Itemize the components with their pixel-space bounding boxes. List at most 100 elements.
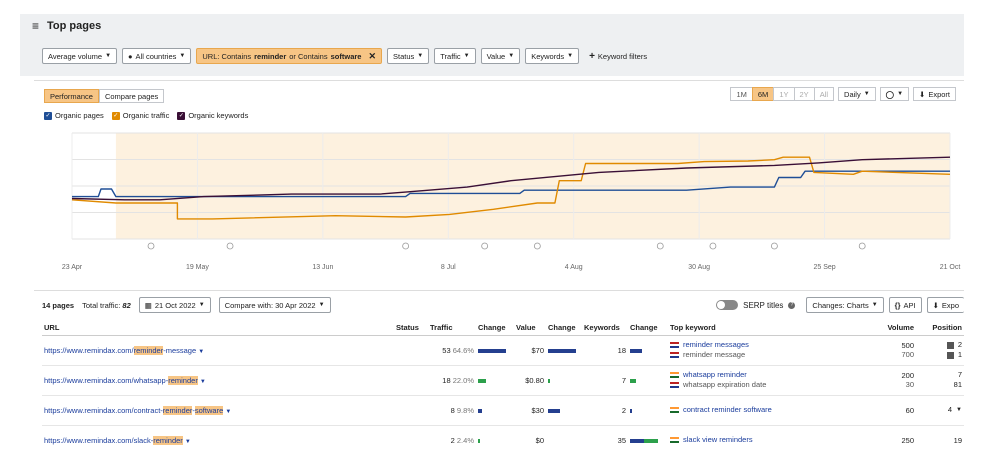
chevron-down-icon: ▼ (179, 53, 186, 59)
legend-organic-traffic[interactable]: ✓ Organic traffic (111, 111, 170, 120)
annotation-marker[interactable] (656, 242, 664, 250)
keywords-change (628, 335, 668, 366)
annotation-marker[interactable] (481, 242, 489, 250)
top-keyword[interactable]: slack view reminders (670, 435, 866, 445)
top-keyword[interactable]: whatsapp reminder (670, 370, 866, 380)
keywords-cell[interactable]: 18 (582, 335, 628, 366)
page-url[interactable]: https://www.remindax.com/reminder-messag… (42, 335, 394, 366)
col-value-change[interactable]: Change (546, 321, 582, 336)
checkbox-icon[interactable]: ✓ (44, 111, 52, 120)
x-tick-label: 25 Sep (813, 264, 835, 271)
col-url[interactable]: URL (42, 321, 394, 336)
top-keyword[interactable]: reminder messages (670, 340, 866, 350)
keywords-cell[interactable]: 2 (582, 395, 628, 426)
keyword-filters-button[interactable]: + Keyword filters (589, 50, 648, 62)
range-1m[interactable]: 1M (730, 87, 753, 101)
value-cell: $70 (514, 335, 546, 366)
position-cell: 7 81 (916, 365, 964, 396)
granularity-select[interactable]: Daily ▼ (838, 87, 876, 101)
value-change (546, 365, 582, 396)
range-6m[interactable]: 6M (751, 87, 775, 101)
close-icon[interactable]: ✕ (368, 50, 376, 61)
chevron-down-icon[interactable]: ▼ (198, 348, 205, 355)
countries-filter[interactable]: ● All countries ▼ (122, 48, 192, 64)
traffic-change (476, 395, 514, 426)
compare-select[interactable]: Compare with: 30 Apr 2022 ▼ (218, 297, 331, 313)
annotation-marker[interactable] (226, 242, 234, 250)
col-top-keyword[interactable]: Top keyword (668, 321, 868, 336)
page-url[interactable]: https://www.remindax.com/slack-reminder … (42, 425, 394, 449)
serp-feature-icon (946, 351, 954, 359)
annotation-marker[interactable] (709, 242, 717, 250)
api-button[interactable]: {} API (888, 297, 922, 313)
col-traffic-change[interactable]: Change (476, 321, 514, 336)
value-change (546, 395, 582, 426)
keywords-filter[interactable]: Keywords ▼ (525, 48, 580, 64)
in-flag-icon (670, 372, 679, 378)
table-export-button[interactable]: ⬇ Expo (926, 297, 964, 313)
chevron-down-icon[interactable]: ▼ (184, 438, 191, 445)
download-icon: ⬇ (932, 300, 939, 310)
traffic-change (476, 335, 514, 366)
legend-organic-keywords[interactable]: ✓ Organic keywords (177, 111, 249, 120)
keywords-cell[interactable]: 35 (582, 425, 628, 449)
annotation-marker[interactable] (771, 242, 778, 250)
x-tick-label: 19 May (186, 264, 209, 271)
position-cell: 19 (916, 425, 964, 449)
page-url[interactable]: https://www.remindax.com/contract-remind… (42, 395, 394, 426)
top-keyword-secondary[interactable]: reminder message (670, 350, 866, 360)
legend-organic-pages[interactable]: ✓ Organic pages (44, 111, 104, 120)
checkbox-icon[interactable]: ✓ (111, 111, 120, 120)
value-filter[interactable]: Value ▼ (480, 48, 521, 64)
date-picker[interactable]: ▦ 21 Oct 2022 ▼ (138, 297, 211, 313)
volume-cell: 60 (868, 395, 916, 426)
top-keyword-cell: whatsapp reminder whatsapp expiration da… (668, 365, 868, 396)
volume-filter[interactable]: Average volume ▼ (42, 48, 118, 64)
traffic-cell: 8 9.8% (428, 395, 476, 426)
chevron-down-icon[interactable]: ▼ (956, 407, 962, 413)
chart-legend: ✓ Organic pages ✓ Organic traffic ✓ Organic… (44, 111, 248, 120)
col-value[interactable]: Value (514, 321, 546, 336)
annotation-button[interactable]: ◯ ▼ (879, 87, 910, 101)
col-status[interactable]: Status (394, 321, 428, 336)
col-traffic[interactable]: Traffic (428, 321, 476, 336)
range-2y[interactable]: 2Y (793, 87, 815, 101)
status-filter[interactable]: Status ▼ (387, 48, 430, 64)
col-keywords-change[interactable]: Change (628, 321, 668, 336)
col-volume[interactable]: Volume (868, 321, 916, 336)
annotation-marker[interactable] (533, 242, 541, 250)
checkbox-icon[interactable]: ✓ (177, 111, 186, 120)
page-count: 14 pages (42, 300, 75, 310)
chevron-down-icon: ▼ (463, 53, 470, 59)
chevron-down-icon[interactable]: ▼ (225, 408, 232, 415)
col-position[interactable]: Position (916, 321, 964, 336)
col-keywords[interactable]: Keywords (582, 321, 628, 336)
range-all[interactable]: All (813, 87, 835, 101)
value-cell: $0 (514, 425, 546, 449)
globe-icon: ● (128, 51, 133, 61)
range-1y[interactable]: 1Y (773, 87, 795, 101)
url-filter[interactable]: URL: Contains reminder or Contains softw… (196, 48, 382, 64)
chart-export-button[interactable]: ⬇ Export (913, 87, 956, 101)
annotation-marker[interactable] (858, 242, 866, 250)
chevron-down-icon: ▼ (567, 53, 574, 59)
position-cell: 4 ▼ (916, 395, 964, 426)
tab-compare-pages[interactable]: Compare pages (98, 89, 165, 103)
hamburger-icon[interactable]: ≡ (32, 19, 40, 33)
annotation-marker[interactable] (147, 242, 155, 250)
traffic-filter[interactable]: Traffic ▼ (434, 48, 476, 64)
changes-select[interactable]: Changes: Charts ▼ (806, 297, 884, 313)
serp-titles-toggle[interactable] (716, 300, 739, 310)
value-change (546, 425, 582, 449)
range-selector: 1M 6M 1Y 2Y All (730, 87, 835, 101)
keywords-cell[interactable]: 7 (582, 365, 628, 396)
top-keyword[interactable]: contract reminder software (670, 405, 866, 415)
annotation-marker[interactable] (402, 242, 410, 250)
chevron-down-icon: ▼ (105, 53, 112, 59)
chevron-down-icon[interactable]: ▼ (199, 378, 206, 385)
page-url[interactable]: https://www.remindax.com/whatsapp-remind… (42, 365, 394, 396)
tab-performance[interactable]: Performance (44, 89, 99, 103)
series-line-organic-traffic (71, 156, 951, 220)
top-keyword-secondary[interactable]: whatsapp expiration date (670, 380, 866, 390)
help-icon[interactable]: ? (788, 301, 796, 309)
